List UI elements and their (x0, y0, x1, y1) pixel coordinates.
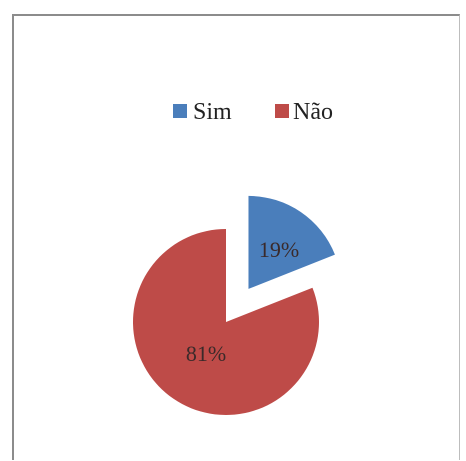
legend-swatch-nao (275, 104, 289, 118)
pie-slice-sim (248, 195, 335, 289)
data-label-sim: 19% (259, 237, 299, 262)
pie-slice-nao (133, 229, 319, 415)
pie-slices (133, 195, 335, 415)
pie-data-labels: 19% 81% (186, 237, 299, 366)
legend: Sim Não (173, 99, 333, 125)
legend-label-sim: Sim (193, 99, 232, 125)
legend-swatch-sim (173, 104, 187, 118)
legend-label-nao: Não (293, 99, 333, 125)
data-label-nao: 81% (186, 341, 226, 366)
